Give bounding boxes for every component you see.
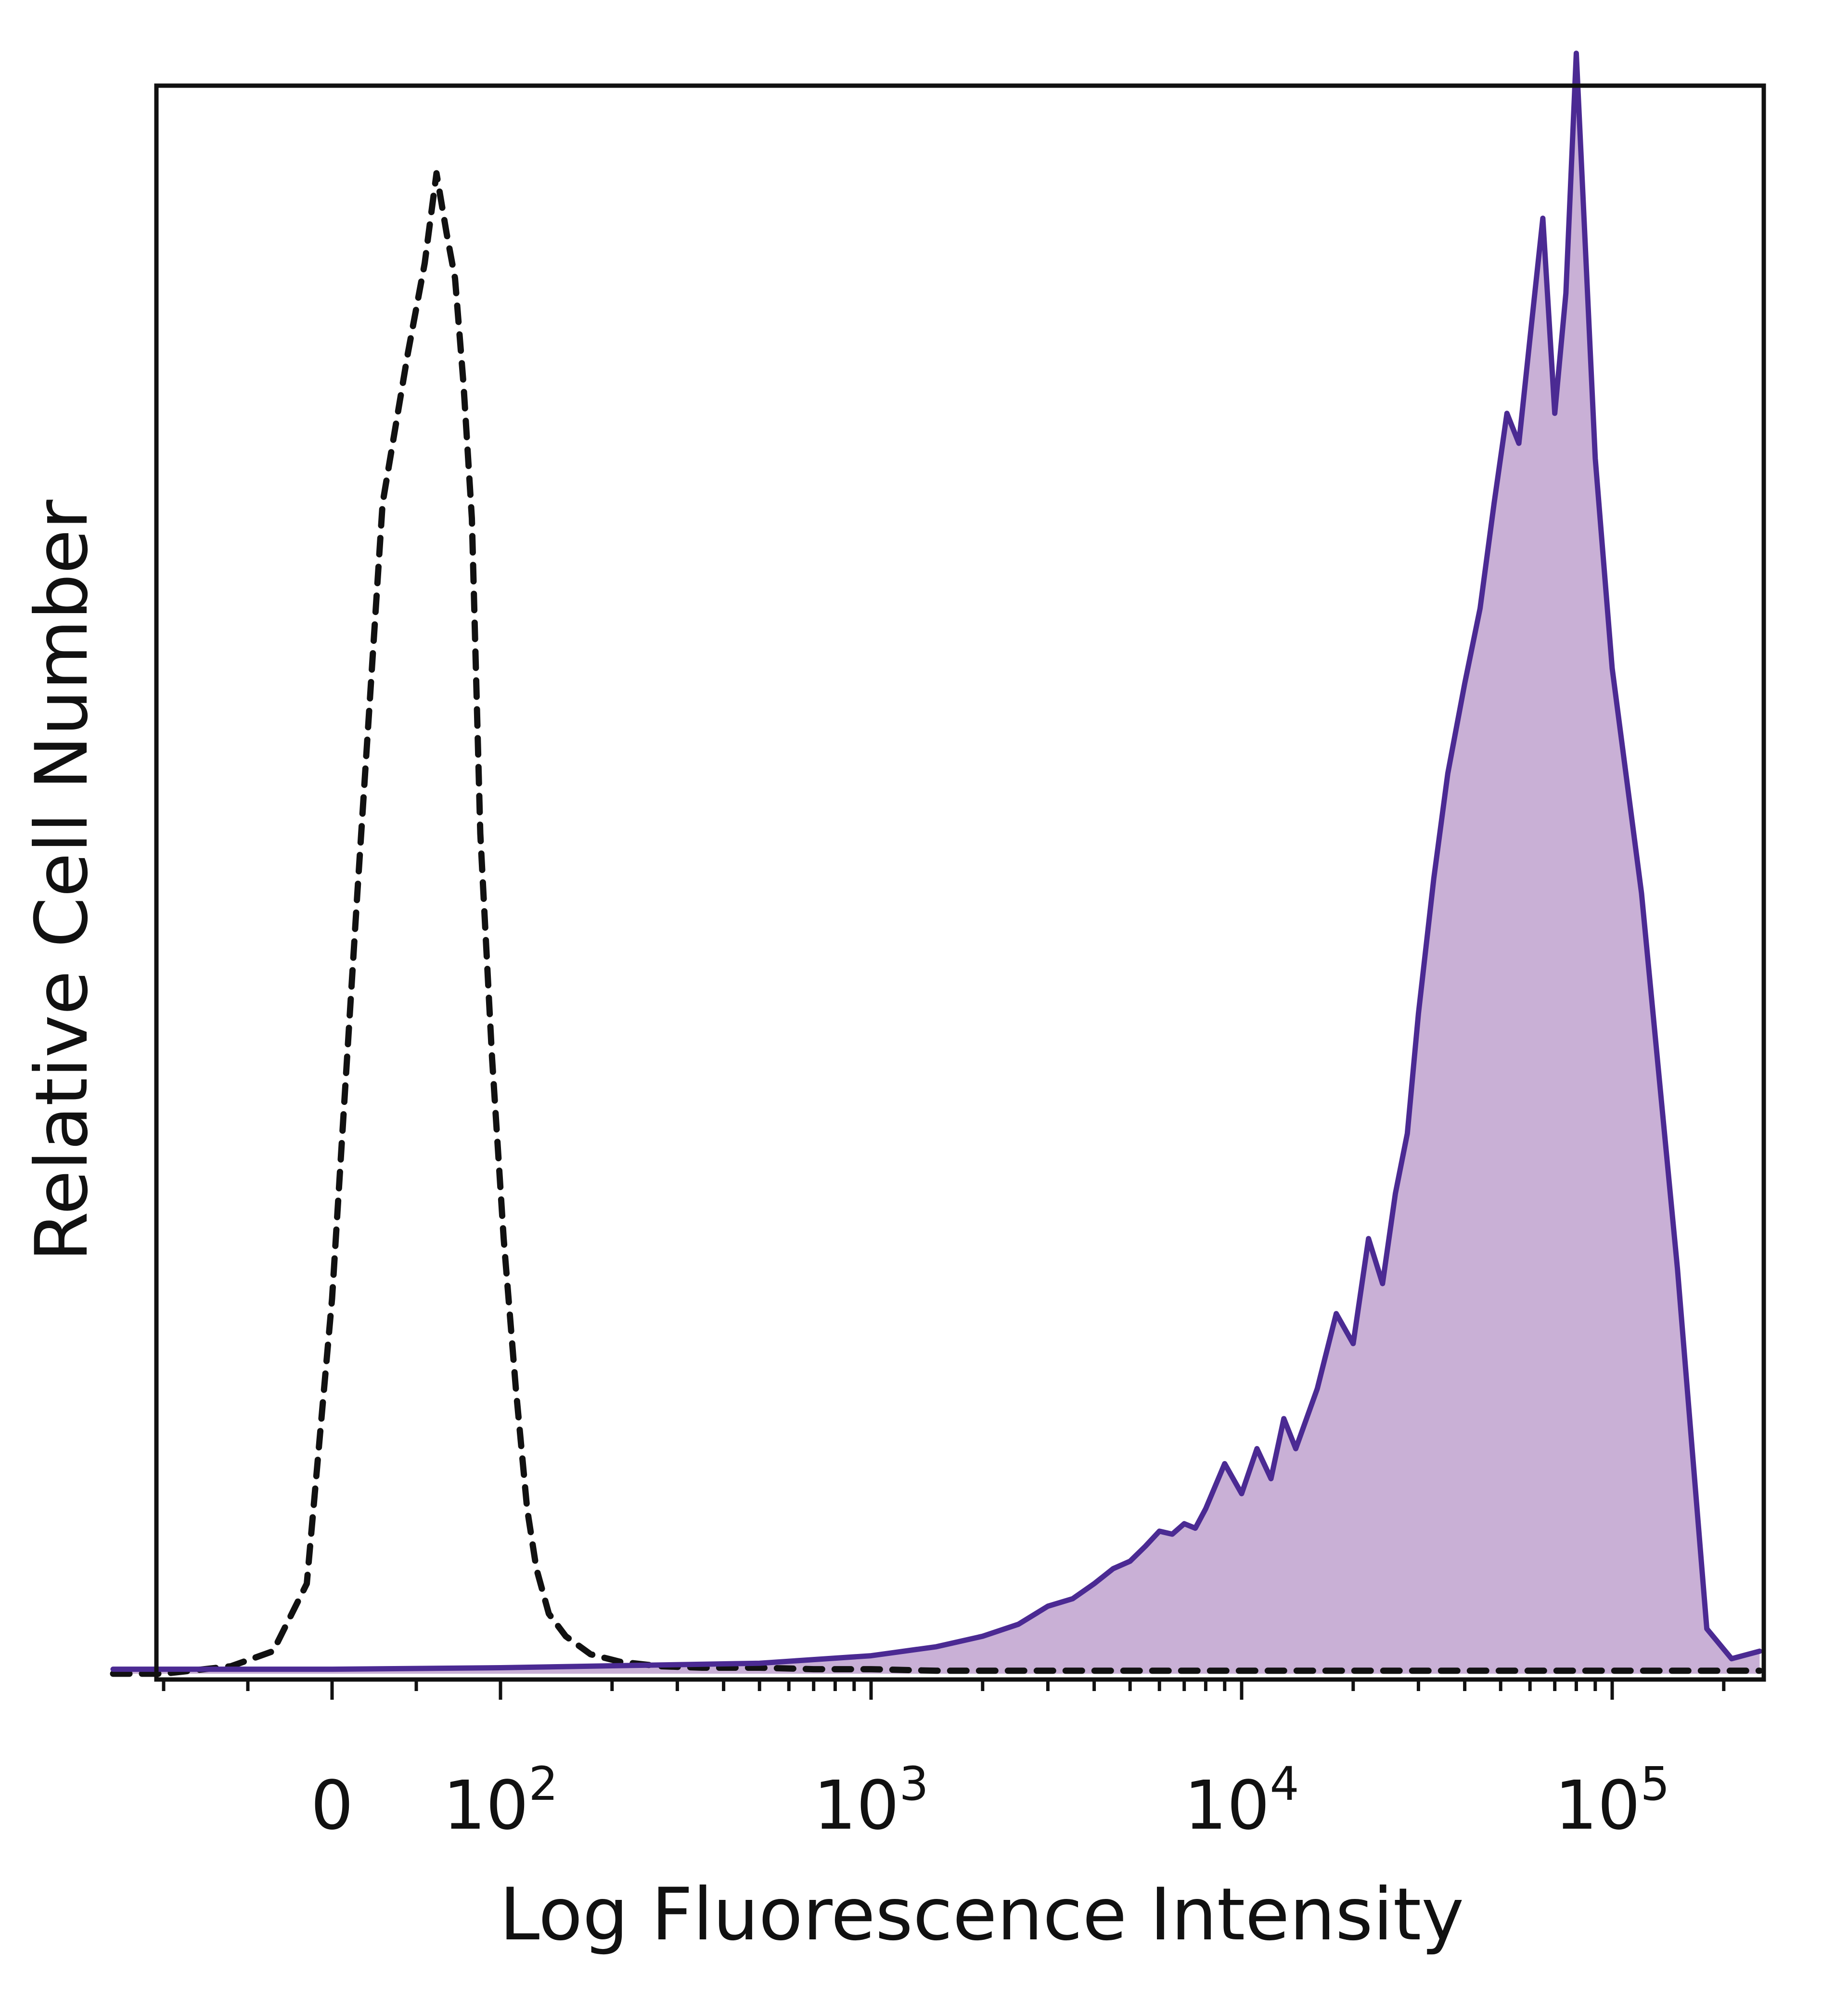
x-tick-label-2: 102 bbox=[443, 1757, 558, 1845]
y-axis-title: Relative Cell Number bbox=[20, 500, 104, 1262]
x-tick-label-1: 0 bbox=[310, 1767, 353, 1845]
series-2-line bbox=[110, 51, 1762, 1672]
series-2-fill bbox=[113, 53, 1760, 1674]
x-axis-tick-labels: 0 102 103 104 105 bbox=[310, 1757, 1669, 1845]
plot-area bbox=[110, 51, 1763, 1677]
x-tick-label-5: 105 bbox=[1554, 1757, 1669, 1845]
x-axis-title: Log Fluorescence Intensity bbox=[500, 1873, 1464, 1957]
series-1-line bbox=[110, 170, 1763, 1677]
x-tick-label-4: 104 bbox=[1184, 1757, 1299, 1845]
x-tick-label-3: 103 bbox=[813, 1757, 928, 1845]
x-axis-ticks bbox=[162, 1679, 1726, 1700]
plot-frame bbox=[154, 83, 1766, 1682]
